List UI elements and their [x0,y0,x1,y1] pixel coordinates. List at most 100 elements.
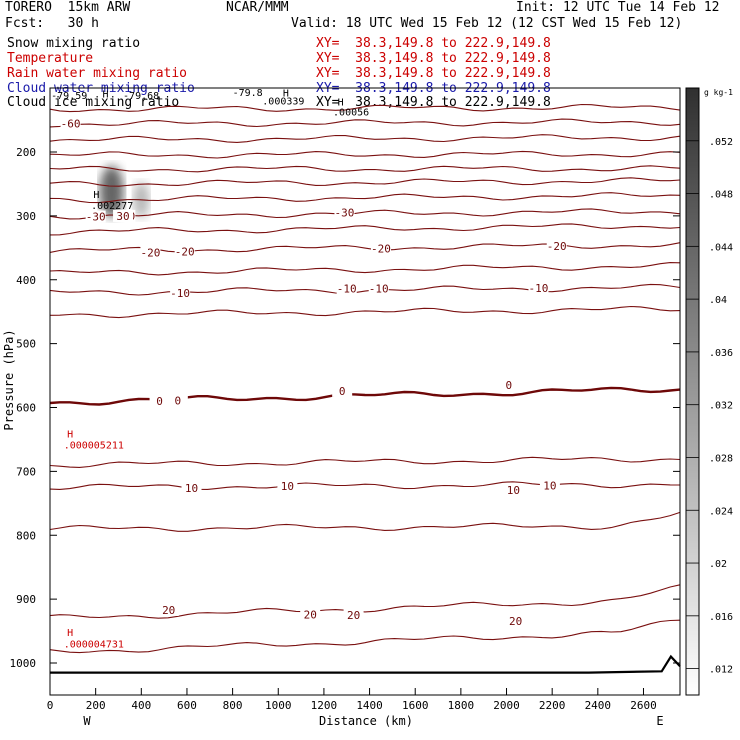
contour-label-bg [113,209,134,222]
contour-label-bg [505,614,526,627]
temperature-contour [49,165,681,173]
x-tick-label: 1600 [402,699,429,712]
contour-label-bg [60,117,81,130]
field-annotation: H [67,628,73,639]
y-tick-label: 400 [16,274,36,287]
legend-cloud-ice-xy: XY= 38.3,149.8 to 222.9,149.8 [316,95,551,110]
y-tick-label: 200 [16,146,36,159]
plot-area: -60-30-30-30-20-20-20-20-10-10-10-100000… [49,88,681,674]
x-tick-label: 1000 [265,699,292,712]
contour-label: 20 [162,604,175,617]
contour-label: 10 [185,482,198,495]
contour-label: -20 [371,242,391,255]
temperature-contour [49,118,681,128]
colorbar-ramp [685,87,700,696]
legend-cloud-water: Cloud water mixing ratio [7,81,195,96]
contour-label-bg [170,287,191,300]
temperature-contour [49,456,681,468]
field-annotation: H [103,90,109,101]
colorbar-unit: g kg-1 [704,88,733,97]
x-tick-label: 800 [223,699,243,712]
x-tick-label: 600 [177,699,197,712]
colorbar-tick-label: .032 [709,401,733,412]
contour-label: 20 [347,609,360,622]
field-annotation: H [283,88,289,99]
temperature-contour [49,262,681,276]
contour-label-bg [334,206,355,219]
temperature-contour [49,208,681,220]
contour-label: 0 [505,379,512,392]
model-title: TORERO 15km ARW [5,0,131,15]
x-axis-label: Distance (km) [319,714,413,728]
contour-label: 20 [304,608,317,621]
field-annotation: -79.8 [233,88,263,99]
contour-label-bg [181,481,202,494]
colorbar-tick-label: .044 [709,242,733,253]
colorbar-tick-label: .016 [709,612,733,623]
contour-label-bg [140,246,161,259]
contour-label-bg [300,608,321,621]
legend-temperature-xy: XY= 38.3,149.8 to 222.9,149.8 [316,51,551,66]
x-tick-label: 200 [86,699,106,712]
x-tick-label: 2400 [585,699,612,712]
x-tick-label: 1400 [356,699,383,712]
contour-label-bg [498,379,519,392]
contour-label-bg [332,384,353,397]
temperature-contour [49,584,681,619]
temperature-contour [49,134,681,143]
contour-label: -20 [175,246,195,259]
contour-label-bg [539,479,560,492]
contour-label: 20 [509,615,522,628]
contour-label: -20 [547,240,567,253]
contour-label-bg [370,242,391,255]
contour-label-bg [277,480,298,493]
contour-label: -10 [170,287,190,300]
field-annotation: -79.59 [51,91,87,102]
contour-label-bg [85,210,106,223]
temperature-contour [49,192,681,204]
contour-label-bg [368,282,389,295]
colorbar-tick-label: .028 [709,453,733,464]
contour-label: 30 [116,210,129,223]
x-end-east: E [656,714,663,728]
colorbar-tick-label: .024 [709,506,733,517]
field-annotation: .000005211 [64,440,124,451]
contour-label: -30 [335,207,355,220]
colorbar-tick-label: .036 [709,348,733,359]
temperature-contour [49,223,681,236]
y-tick-label: 1000 [10,657,37,670]
legend-temperature: Temperature [7,51,94,66]
colorbar: .052 .048 .044 .04 .036 .032 .028 .024 .02 .016 .0… [685,87,733,696]
contour-label: 0 [175,394,182,407]
y-tick-label: 500 [16,338,36,351]
forecast-hour: Fcst: 30 h [5,16,99,31]
colorbar-tick-label: .02 [709,559,727,570]
colorbar-tick-label: .012 [709,665,733,676]
temperature-contour [49,619,681,654]
y-tick-label: 800 [16,529,36,542]
contour-label: 0 [156,395,163,408]
contour-label: -60 [61,117,81,130]
field-annotation: .000004731 [64,640,124,651]
field-annotation: .000339 [262,97,304,108]
contour-label: -10 [337,283,357,296]
x-tick-label: 1800 [448,699,475,712]
contour-label-bg [503,483,524,496]
temperature-contour [49,305,681,319]
contour-label-bg [167,394,188,407]
colorbar-tick-label: .048 [709,190,733,201]
contour-label-bg [546,239,567,252]
y-tick-label: 300 [16,210,36,223]
x-tick-label: 2600 [630,699,657,712]
contour-label: -30 [86,211,106,224]
y-axis-label: Pressure (hPa) [2,329,16,430]
field-annotation: H [338,97,344,108]
terrain-line [50,654,681,674]
x-tick-label: 1200 [311,699,338,712]
center-name: NCAR/MMM [226,0,289,15]
contour-label-bg [528,282,549,295]
contour-label: 10 [507,484,520,497]
contour-label: 10 [281,480,294,493]
field-annotation: .00056 [333,108,369,119]
